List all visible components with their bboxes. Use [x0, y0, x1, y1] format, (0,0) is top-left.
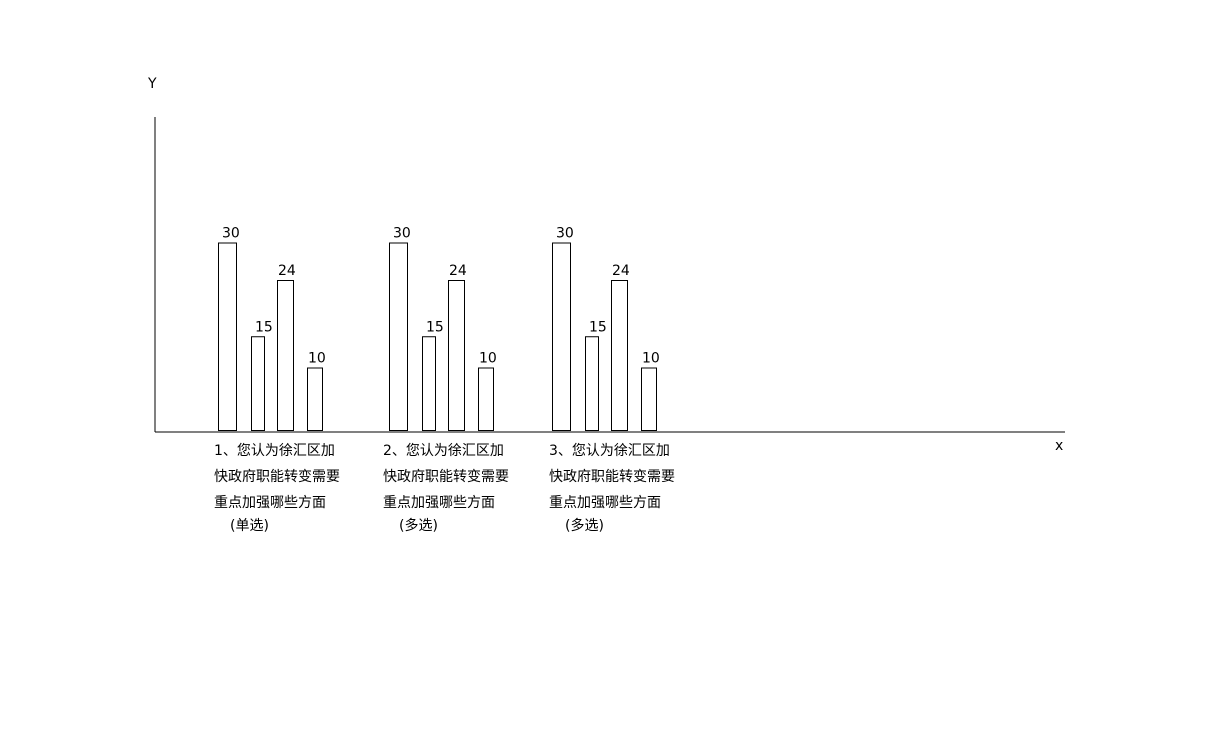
category-label-line: 快政府职能转变需要: [383, 469, 509, 485]
value-label-g3-4: 10: [642, 351, 660, 367]
category-label-note: (多选): [565, 518, 604, 534]
value-label-g1-2: 15: [255, 319, 273, 335]
value-label-g2-3: 24: [449, 263, 467, 279]
category-label-line: 快政府职能转变需要: [214, 469, 340, 485]
value-label-g1-1: 30: [222, 226, 240, 242]
category-label-line: 重点加强哪些方面: [383, 495, 495, 511]
y-axis-label: Y: [147, 76, 157, 92]
bar-g2-4: [478, 367, 494, 431]
bar-g1-3: [277, 280, 294, 431]
category-label-note: (多选): [399, 518, 438, 534]
category-label-1: 1、您认为徐汇区加 快政府职能转变需要 重点加强哪些方面 (单选): [214, 438, 340, 536]
value-label-g2-1: 30: [393, 226, 411, 242]
bar-g2-3: [448, 280, 465, 431]
bar-g3-3: [611, 280, 628, 431]
bar-g3-1: [552, 242, 571, 431]
x-axis-label: x: [1055, 438, 1063, 454]
value-label-g3-3: 24: [612, 263, 630, 279]
bar-g2-2: [422, 336, 436, 431]
bar-g3-4: [641, 367, 657, 431]
value-label-g3-2: 15: [589, 319, 607, 335]
category-label-line: 快政府职能转变需要: [549, 469, 675, 485]
category-label-3: 3、您认为徐汇区加 快政府职能转变需要 重点加强哪些方面 (多选): [549, 438, 675, 536]
category-label-line: 1、您认为徐汇区加: [214, 443, 335, 459]
category-label-line: 2、您认为徐汇区加: [383, 443, 504, 459]
bars-layer: 30 15 24 10 30 15 24 10 30 15 24 10: [218, 226, 660, 431]
value-label-g3-1: 30: [556, 226, 574, 242]
category-label-2: 2、您认为徐汇区加 快政府职能转变需要 重点加强哪些方面 (多选): [383, 438, 509, 536]
bar-g1-2: [251, 336, 265, 431]
category-label-line: 重点加强哪些方面: [214, 495, 326, 511]
category-label-line: 重点加强哪些方面: [549, 495, 661, 511]
bar-g1-4: [307, 367, 323, 431]
value-label-g2-4: 10: [479, 351, 497, 367]
category-label-line: 3、您认为徐汇区加: [549, 443, 670, 459]
value-label-g2-2: 15: [426, 319, 444, 335]
bar-g2-1: [389, 242, 408, 431]
bar-g3-2: [585, 336, 599, 431]
value-label-g1-3: 24: [278, 263, 296, 279]
value-label-g1-4: 10: [308, 351, 326, 367]
category-label-note: (单选): [230, 518, 269, 534]
bar-g1-1: [218, 242, 237, 431]
